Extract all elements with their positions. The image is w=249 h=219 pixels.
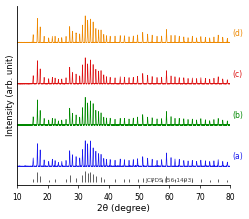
Text: (a): (a) xyxy=(233,152,244,161)
Text: JCPDS (56-1493): JCPDS (56-1493) xyxy=(145,178,194,183)
Text: (c): (c) xyxy=(233,70,243,79)
Text: (b): (b) xyxy=(233,111,244,120)
Y-axis label: Intensity (arb. unit): Intensity (arb. unit) xyxy=(5,55,14,136)
Text: (d): (d) xyxy=(233,28,244,37)
X-axis label: 2θ (degree): 2θ (degree) xyxy=(97,205,150,214)
